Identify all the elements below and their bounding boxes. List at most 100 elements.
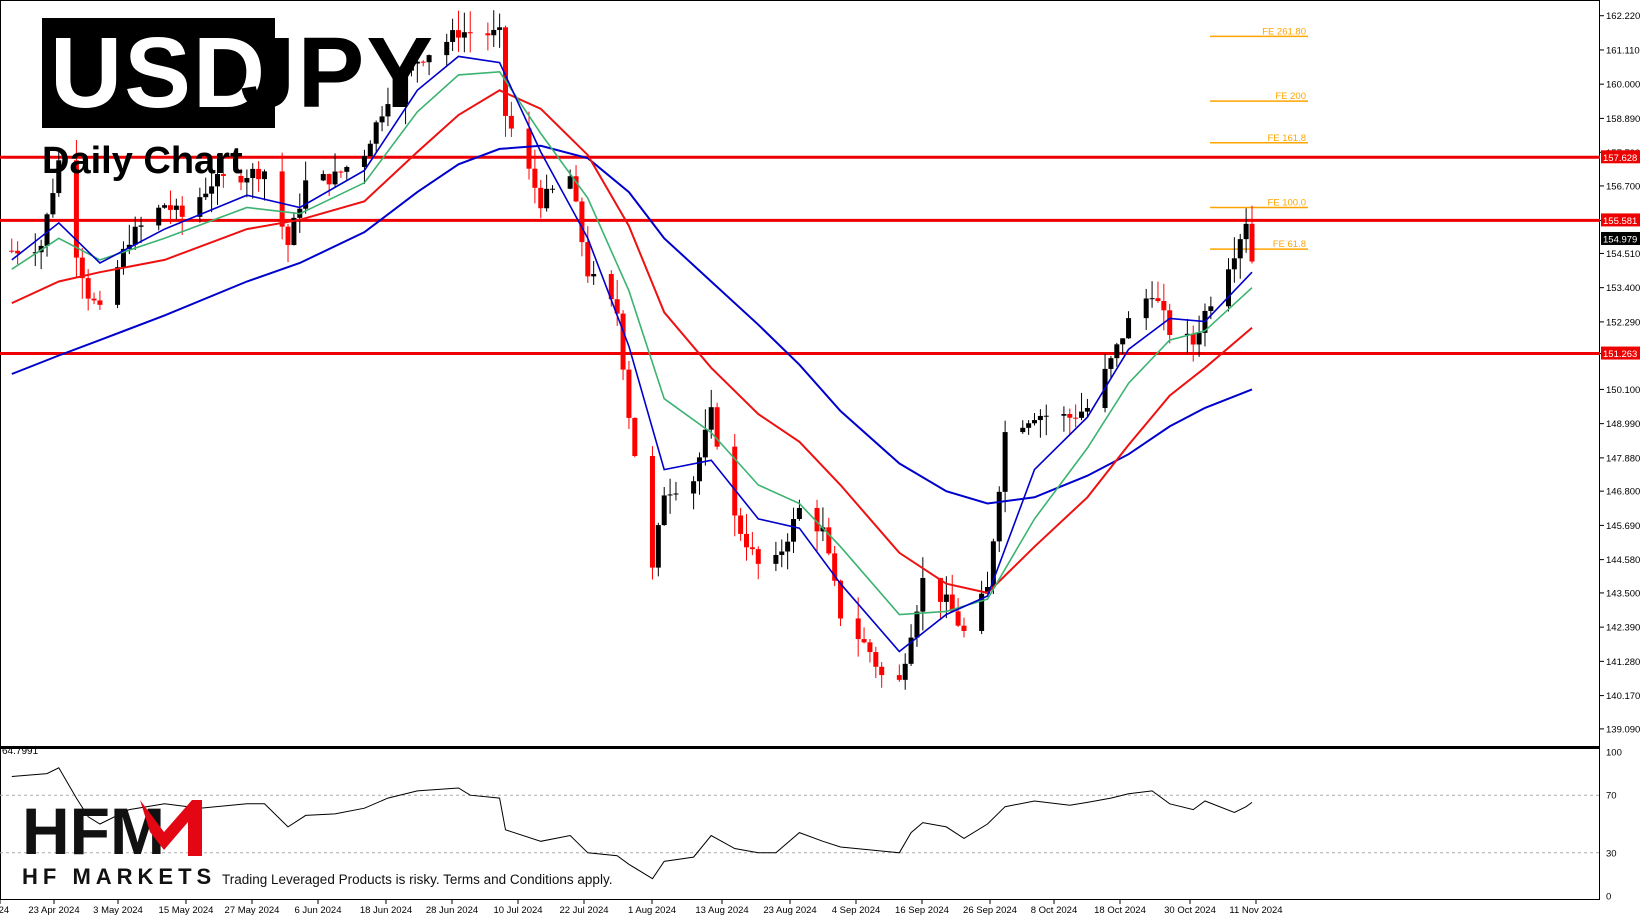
price-axis-tick-label: 154.510 xyxy=(1606,249,1640,260)
bull-candle-body xyxy=(367,143,373,157)
bull-candle-body xyxy=(414,61,420,64)
price-axis-tick-label: 158.890 xyxy=(1606,114,1640,125)
time-axis-tick-label: 26 Sep 2024 xyxy=(963,905,1017,916)
bull-candle-body xyxy=(1143,298,1149,319)
bull-candle-body xyxy=(44,214,50,246)
bull-candle-body xyxy=(1231,258,1237,270)
bull-candle-body xyxy=(1079,411,1085,418)
time-axis-tick-label: 6 Jun 2024 xyxy=(294,905,341,916)
bull-candle-body xyxy=(990,541,996,588)
level-price-tag xyxy=(1601,213,1640,227)
bear-candle-body xyxy=(1155,298,1161,302)
bear-candle-body xyxy=(285,226,291,245)
bear-candle-body xyxy=(755,549,761,564)
time-axis-tick-label: 18 Jun 2024 xyxy=(360,905,412,916)
price-axis-tick-label: 156.700 xyxy=(1606,181,1640,192)
fib-extension-label: FE 261.80 xyxy=(1262,26,1306,37)
bear-candle-body xyxy=(9,250,15,252)
bull-candle-body xyxy=(320,174,326,181)
bull-candle-body xyxy=(773,554,779,564)
bear-candle-body xyxy=(832,553,838,581)
bull-candle-body xyxy=(385,104,391,117)
bull-candle-body xyxy=(984,587,990,594)
bear-candle-body xyxy=(620,313,626,370)
bull-candle-body xyxy=(403,70,409,105)
price-axis-tick-label: 144.580 xyxy=(1606,555,1640,566)
bull-candle-body xyxy=(661,495,667,526)
bear-candle-body xyxy=(1067,414,1073,418)
bear-candle-body xyxy=(814,507,820,532)
bull-candle-body xyxy=(550,188,556,190)
bull-candle-body xyxy=(332,171,338,185)
bear-candle-body xyxy=(85,278,91,299)
bear-candle-body xyxy=(879,666,885,676)
bull-candle-body xyxy=(655,525,661,568)
bear-candle-body xyxy=(632,417,638,457)
bull-candle-body xyxy=(1032,420,1038,424)
bear-candle-body xyxy=(485,33,491,36)
current-price-label: 154.979 xyxy=(1603,234,1637,245)
bear-candle-body xyxy=(749,547,755,550)
bull-candle-body xyxy=(156,207,162,226)
bull-candle-body xyxy=(115,267,121,305)
fib-extension-label: FE 161.8 xyxy=(1267,133,1306,144)
time-axis-tick-label: 1 Aug 2024 xyxy=(628,905,676,916)
ema-slow-blue-line xyxy=(11,144,1253,505)
bear-candle-body xyxy=(532,168,538,188)
bull-candle-body xyxy=(908,637,914,664)
bull-candle-body xyxy=(1237,239,1243,259)
rsi-axis-tick-label: 0 xyxy=(1606,892,1611,903)
price-axis-tick-label: 161.110 xyxy=(1606,45,1640,56)
bear-candle-body xyxy=(579,201,585,243)
bear-candle-body xyxy=(949,594,955,612)
bull-candle-body xyxy=(56,160,62,194)
bull-candle-body xyxy=(303,180,309,209)
bear-candle-body xyxy=(626,369,632,418)
bull-candle-body xyxy=(1149,298,1155,300)
time-axis-tick-label: 16 Sep 2024 xyxy=(895,905,949,916)
time-axis-tick-label: 2024 xyxy=(0,905,9,916)
price-axis-tick-label: 160.000 xyxy=(1606,80,1640,91)
ema-mid-green-line xyxy=(11,70,1253,616)
hfm-logo: HFM xyxy=(22,798,202,858)
price-axis-tick-label: 147.880 xyxy=(1606,453,1640,464)
time-axis-tick-label: 27 May 2024 xyxy=(225,905,280,916)
bull-candle-body xyxy=(1026,423,1032,428)
bull-candle-body xyxy=(291,217,297,245)
time-axis-tick-label: 10 Jul 2024 xyxy=(493,905,542,916)
price-axis-tick-label: 140.170 xyxy=(1606,691,1640,702)
bull-candle-body xyxy=(450,30,456,42)
bull-candle-body xyxy=(791,519,797,542)
bull-candle-body xyxy=(796,507,802,520)
level-price-label: 155.581 xyxy=(1603,216,1637,227)
ema-slow-red-line xyxy=(11,89,1253,594)
level-price-tag xyxy=(1601,346,1640,360)
bear-candle-body xyxy=(238,175,244,183)
bear-candle-body xyxy=(220,174,226,176)
bull-candle-body xyxy=(262,171,268,180)
bull-candle-body xyxy=(408,63,414,71)
bear-candle-body xyxy=(503,27,509,116)
disclaimer-text: Trading Leveraged Products is risky. Ter… xyxy=(222,872,613,887)
time-axis-tick-label: 4 Sep 2024 xyxy=(832,905,881,916)
bear-candle-body xyxy=(896,675,902,680)
price-axis-tick-label: 162.220 xyxy=(1606,11,1640,22)
bear-candle-body xyxy=(614,299,620,314)
bull-candle-body xyxy=(244,177,250,183)
bull-candle-body xyxy=(361,156,367,167)
bull-candle-body xyxy=(373,122,379,144)
fib-extension-label: FE 100.0 xyxy=(1267,198,1306,209)
rsi-axis-tick-label: 70 xyxy=(1606,791,1617,802)
brand-name: HF MARKETS xyxy=(22,864,217,889)
symbol-title-boxed: USD xyxy=(42,18,276,128)
bull-candle-body xyxy=(567,176,573,189)
bull-candle-body xyxy=(544,188,550,209)
bull-candle-body xyxy=(1020,427,1026,433)
bear-candle-body xyxy=(338,171,344,173)
rsi-panel-frame xyxy=(0,748,1600,900)
price-axis-tick-label: 153.400 xyxy=(1606,283,1640,294)
bear-candle-body xyxy=(167,205,173,210)
price-axis-tick-label: 150.100 xyxy=(1606,385,1640,396)
time-axis-tick-label: 3 May 2024 xyxy=(93,905,143,916)
bear-candle-body xyxy=(826,527,832,554)
